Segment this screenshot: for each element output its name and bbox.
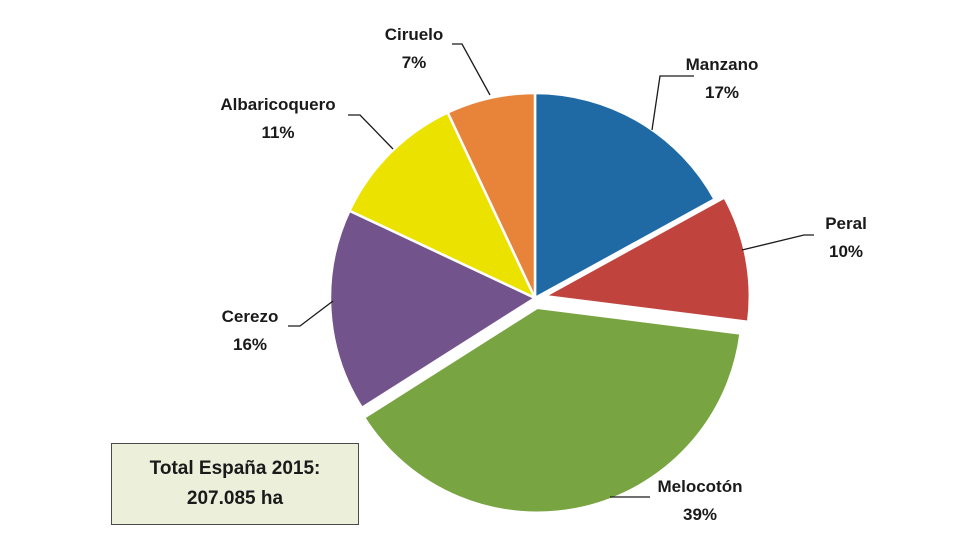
slice-label-melocoton: Melocotón [658,477,743,496]
slice-label-cerezo: Cerezo [222,307,279,326]
pie-slice-peral [540,195,752,324]
pie-slice-ciruelo [446,91,537,299]
leader-line-peral [741,234,814,251]
pie-slices [328,91,752,514]
total-box: Total España 2015: 207.085 ha [111,443,359,525]
leader-lines [288,43,814,498]
slice-value-melocoton: 39% [683,505,717,524]
total-box-title: Total España 2015: [149,458,321,479]
total-box-value: 207.085 ha [186,488,284,509]
slice-labels: Manzano 17% Peral 10% Melocotón 39% Cerezo 16% A… [220,25,866,524]
slice-label-ciruelo: Ciruelo [385,25,444,44]
leader-line-cerezo [288,300,334,327]
pie-slice-melocoton [362,306,742,514]
slice-value-albaricoquero: 11% [261,123,294,142]
slice-value-ciruelo: 7% [402,53,427,72]
slice-label-peral: Peral [825,214,867,233]
slice-label-manzano: Manzano [686,55,759,74]
slice-label-albaricoquero: Albaricoquero [220,95,335,114]
slice-value-manzano: 17% [705,83,739,102]
leader-line-ciruelo [452,43,491,96]
pie-slice-albaricoquero [347,110,538,301]
pie-slice-manzano [533,91,717,301]
leader-line-manzano [651,75,694,131]
pie-slice-cerezo [328,209,538,410]
slice-value-cerezo: 16% [233,335,267,354]
slice-value-peral: 10% [829,242,863,261]
leader-line-albaricoquero [348,114,394,150]
